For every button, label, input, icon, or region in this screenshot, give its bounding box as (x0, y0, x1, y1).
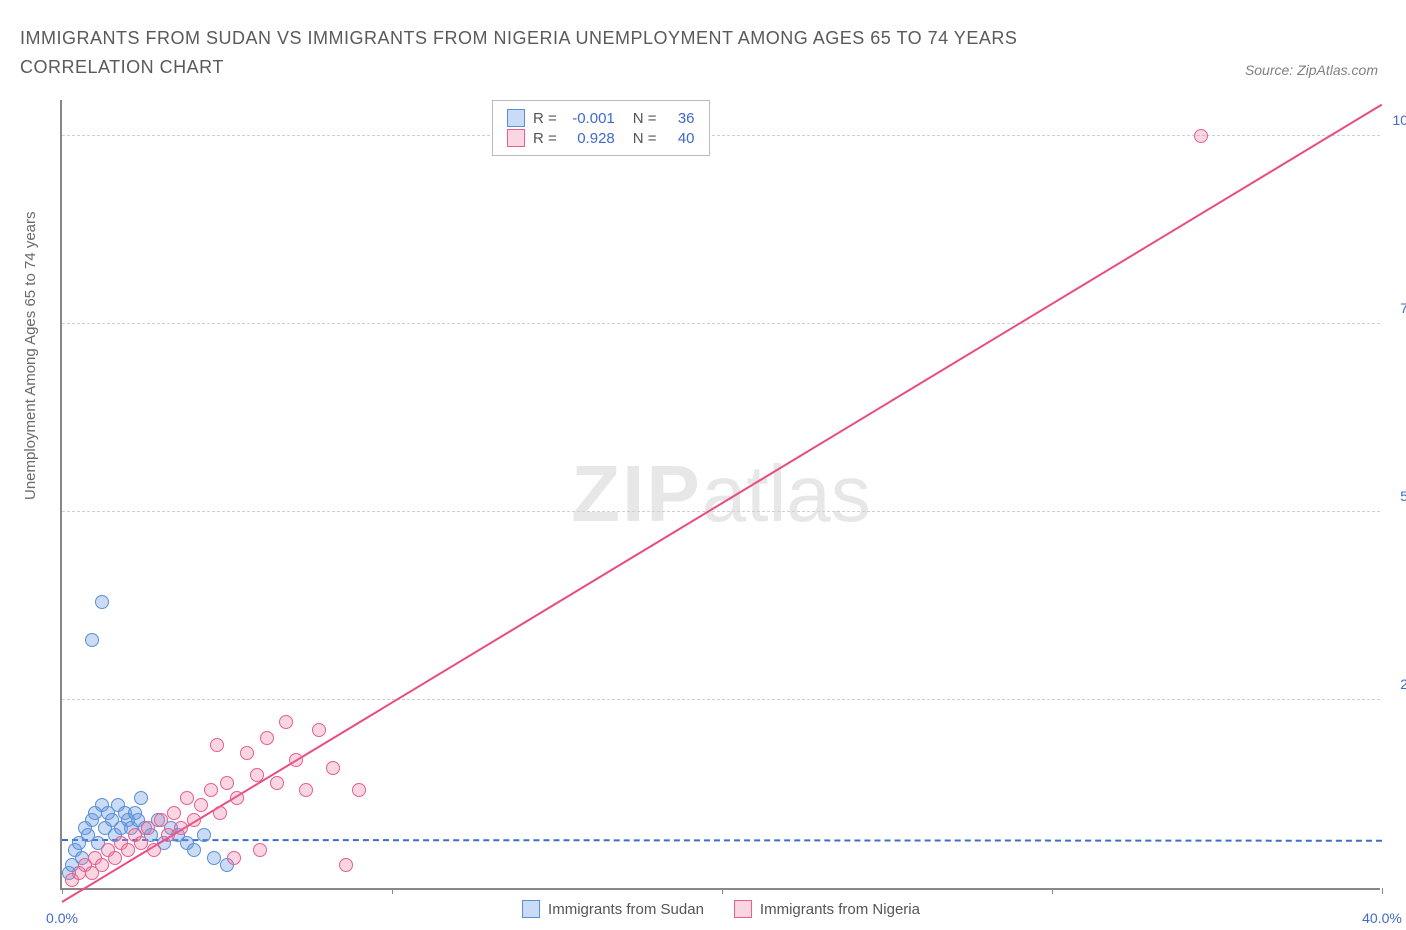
data-point (161, 828, 175, 842)
y-axis-label: Unemployment Among Ages 65 to 74 years (22, 211, 39, 500)
data-point (174, 821, 188, 835)
legend-swatch (522, 900, 540, 918)
data-point (180, 791, 194, 805)
x-tick-mark (1382, 888, 1383, 894)
y-tick-label: 100.0% (1385, 112, 1406, 128)
data-point (147, 843, 161, 857)
legend-r-value: -0.001 (565, 110, 615, 127)
y-tick-label: 25.0% (1385, 676, 1406, 692)
legend-series-item: Immigrants from Nigeria (734, 900, 920, 918)
legend-series-item: Immigrants from Sudan (522, 900, 704, 918)
data-point (167, 806, 181, 820)
data-point (95, 858, 109, 872)
data-point (204, 783, 218, 797)
y-tick-label: 50.0% (1385, 488, 1406, 504)
data-point (352, 783, 366, 797)
data-point (210, 738, 224, 752)
data-point (121, 843, 135, 857)
data-point (253, 843, 267, 857)
data-point (227, 851, 241, 865)
data-point (220, 776, 234, 790)
data-point (299, 783, 313, 797)
data-point (141, 821, 155, 835)
legend-series-label: Immigrants from Nigeria (760, 901, 920, 918)
x-tick-mark (392, 888, 393, 894)
legend-swatch (507, 109, 525, 127)
x-tick-mark (62, 888, 63, 894)
data-point (270, 776, 284, 790)
legend-r-label: R = (533, 110, 557, 127)
gridline-horizontal (62, 323, 1380, 324)
data-point (154, 813, 168, 827)
data-point (289, 753, 303, 767)
legend-r-value: 0.928 (565, 130, 615, 147)
x-tick-label: 40.0% (1362, 910, 1402, 926)
data-point (187, 813, 201, 827)
legend-correlation-row: R = -0.001 N = 36 (507, 109, 695, 127)
data-point (194, 798, 208, 812)
data-point (250, 768, 264, 782)
legend-r-label: R = (533, 130, 557, 147)
correlation-legend: R = -0.001 N = 36 R = 0.928 N = 40 (492, 100, 710, 156)
data-point (279, 715, 293, 729)
data-point (213, 806, 227, 820)
legend-swatch (734, 900, 752, 918)
data-point (1194, 129, 1208, 143)
x-tick-label: 0.0% (46, 910, 78, 926)
legend-n-value: 36 (665, 110, 695, 127)
legend-n-label: N = (633, 130, 657, 147)
gridline-horizontal (62, 135, 1380, 136)
legend-n-value: 40 (665, 130, 695, 147)
legend-series-label: Immigrants from Sudan (548, 901, 704, 918)
data-point (95, 595, 109, 609)
data-point (312, 723, 326, 737)
data-point (326, 761, 340, 775)
data-point (230, 791, 244, 805)
data-point (85, 633, 99, 647)
trend-line (62, 839, 1382, 842)
trend-line (61, 104, 1382, 903)
source-credit: Source: ZipAtlas.com (1245, 62, 1378, 78)
y-tick-label: 75.0% (1385, 300, 1406, 316)
data-point (260, 731, 274, 745)
scatter-plot: ZIPatlas R =-0.001N =36R =0.928N =40 Imm… (60, 100, 1380, 890)
data-point (197, 828, 211, 842)
legend-n-label: N = (633, 110, 657, 127)
chart-title: IMMIGRANTS FROM SUDAN VS IMMIGRANTS FROM… (20, 24, 1120, 82)
data-point (134, 791, 148, 805)
x-tick-mark (722, 888, 723, 894)
series-legend: Immigrants from Sudan Immigrants from Nig… (522, 900, 920, 918)
gridline-horizontal (62, 699, 1380, 700)
data-point (207, 851, 221, 865)
x-tick-mark (1052, 888, 1053, 894)
data-point (187, 843, 201, 857)
gridline-horizontal (62, 511, 1380, 512)
legend-swatch (507, 129, 525, 147)
watermark: ZIPatlas (571, 448, 870, 540)
data-point (339, 858, 353, 872)
data-point (240, 746, 254, 760)
data-point (134, 836, 148, 850)
legend-correlation-row: R = 0.928 N = 40 (507, 129, 695, 147)
data-point (108, 851, 122, 865)
